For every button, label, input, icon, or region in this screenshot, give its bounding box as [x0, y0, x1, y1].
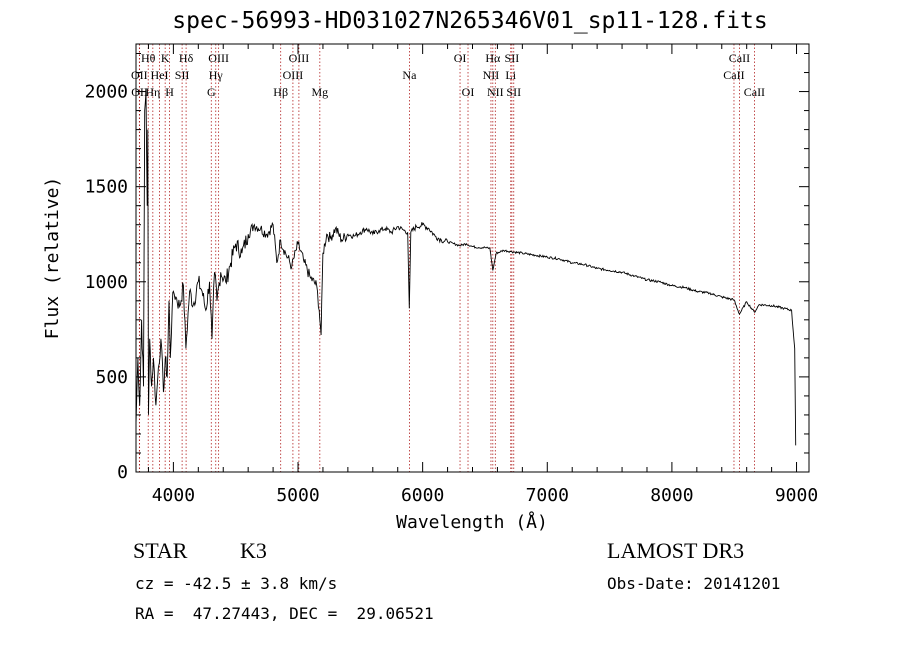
x-tick-label: 6000 — [401, 485, 444, 506]
line-marker-label: OI — [454, 51, 467, 65]
x-axis: 4000 5000 6000 7000 8000 9000 — [147, 44, 818, 506]
x-tick-label: 5000 — [276, 485, 319, 506]
line-marker-label: Hγ — [209, 68, 224, 82]
line-marker-label: G — [207, 85, 216, 99]
y-tick-label: 1000 — [85, 272, 128, 293]
y-axis-label: Flux (relative) — [42, 177, 63, 340]
x-tick-label: 7000 — [526, 485, 569, 506]
object-class: STAR — [133, 538, 188, 563]
y-tick-label: 1500 — [85, 177, 128, 198]
line-marker-label: NII — [483, 68, 500, 82]
x-tick-label: 9000 — [775, 485, 818, 506]
survey-name: LAMOST DR3 — [607, 538, 745, 563]
line-marker-label: Mg — [311, 85, 328, 99]
line-marker-label: OI — [462, 85, 475, 99]
line-marker-label: Hθ — [141, 51, 156, 65]
line-marker-label: HeI — [151, 68, 169, 82]
line-marker-label: Li — [505, 68, 516, 82]
object-subclass: K3 — [240, 538, 267, 563]
line-marker-label: K — [161, 51, 170, 65]
line-marker-label: Hβ — [273, 85, 288, 99]
plot-frame — [135, 43, 810, 473]
y-tick-label: 0 — [117, 462, 128, 483]
line-marker-label: CaII — [744, 85, 765, 99]
line-marker-label: OII — [131, 68, 148, 82]
x-tick-label: 8000 — [650, 485, 693, 506]
obs-date: Obs-Date: 20141201 — [607, 574, 781, 593]
line-marker-label: NII — [487, 85, 504, 99]
y-axis: 0 500 1000 1500 2000 — [85, 53, 809, 483]
line-marker-label: CaII — [729, 51, 750, 65]
line-marker-label: Na — [402, 68, 417, 82]
spectrum-line — [135, 91, 797, 446]
redshift-cz: cz = -42.5 ± 3.8 km/s — [135, 574, 338, 593]
line-marker-label: H — [165, 85, 174, 99]
spectrum-chart: HθOIIOIIHηHeIKHSIIHδGHγOIIIHβOIIIOIIIMgN… — [42, 43, 818, 533]
line-marker-label: SII — [506, 85, 521, 99]
y-tick-label: 2000 — [85, 82, 128, 103]
x-tick-label: 4000 — [152, 485, 195, 506]
x-axis-label: Wavelength (Å) — [396, 511, 548, 533]
line-marker-labels: HθOIIOIIHηHeIKHSIIHδGHγOIIIHβOIIIOIIIMgN… — [131, 51, 765, 99]
line-marker-label: CaII — [723, 68, 744, 82]
line-marker-label: Hα — [485, 51, 501, 65]
ra-dec: RA = 47.27443, DEC = 29.06521 — [135, 604, 434, 623]
line-marker-label: SII — [175, 68, 190, 82]
chart-title: spec-56993-HD031027N265346V01_sp11-128.f… — [172, 8, 768, 34]
line-marker-label: Hδ — [179, 51, 194, 65]
line-marker-label: OIII — [289, 51, 310, 65]
line-marker-label: OIII — [283, 68, 304, 82]
line-marker-label: SII — [505, 51, 520, 65]
spectrum-series — [135, 91, 797, 446]
y-tick-label: 500 — [95, 367, 128, 388]
line-marker-label: OIII — [208, 51, 229, 65]
line-marker-label: Hη — [145, 85, 160, 99]
